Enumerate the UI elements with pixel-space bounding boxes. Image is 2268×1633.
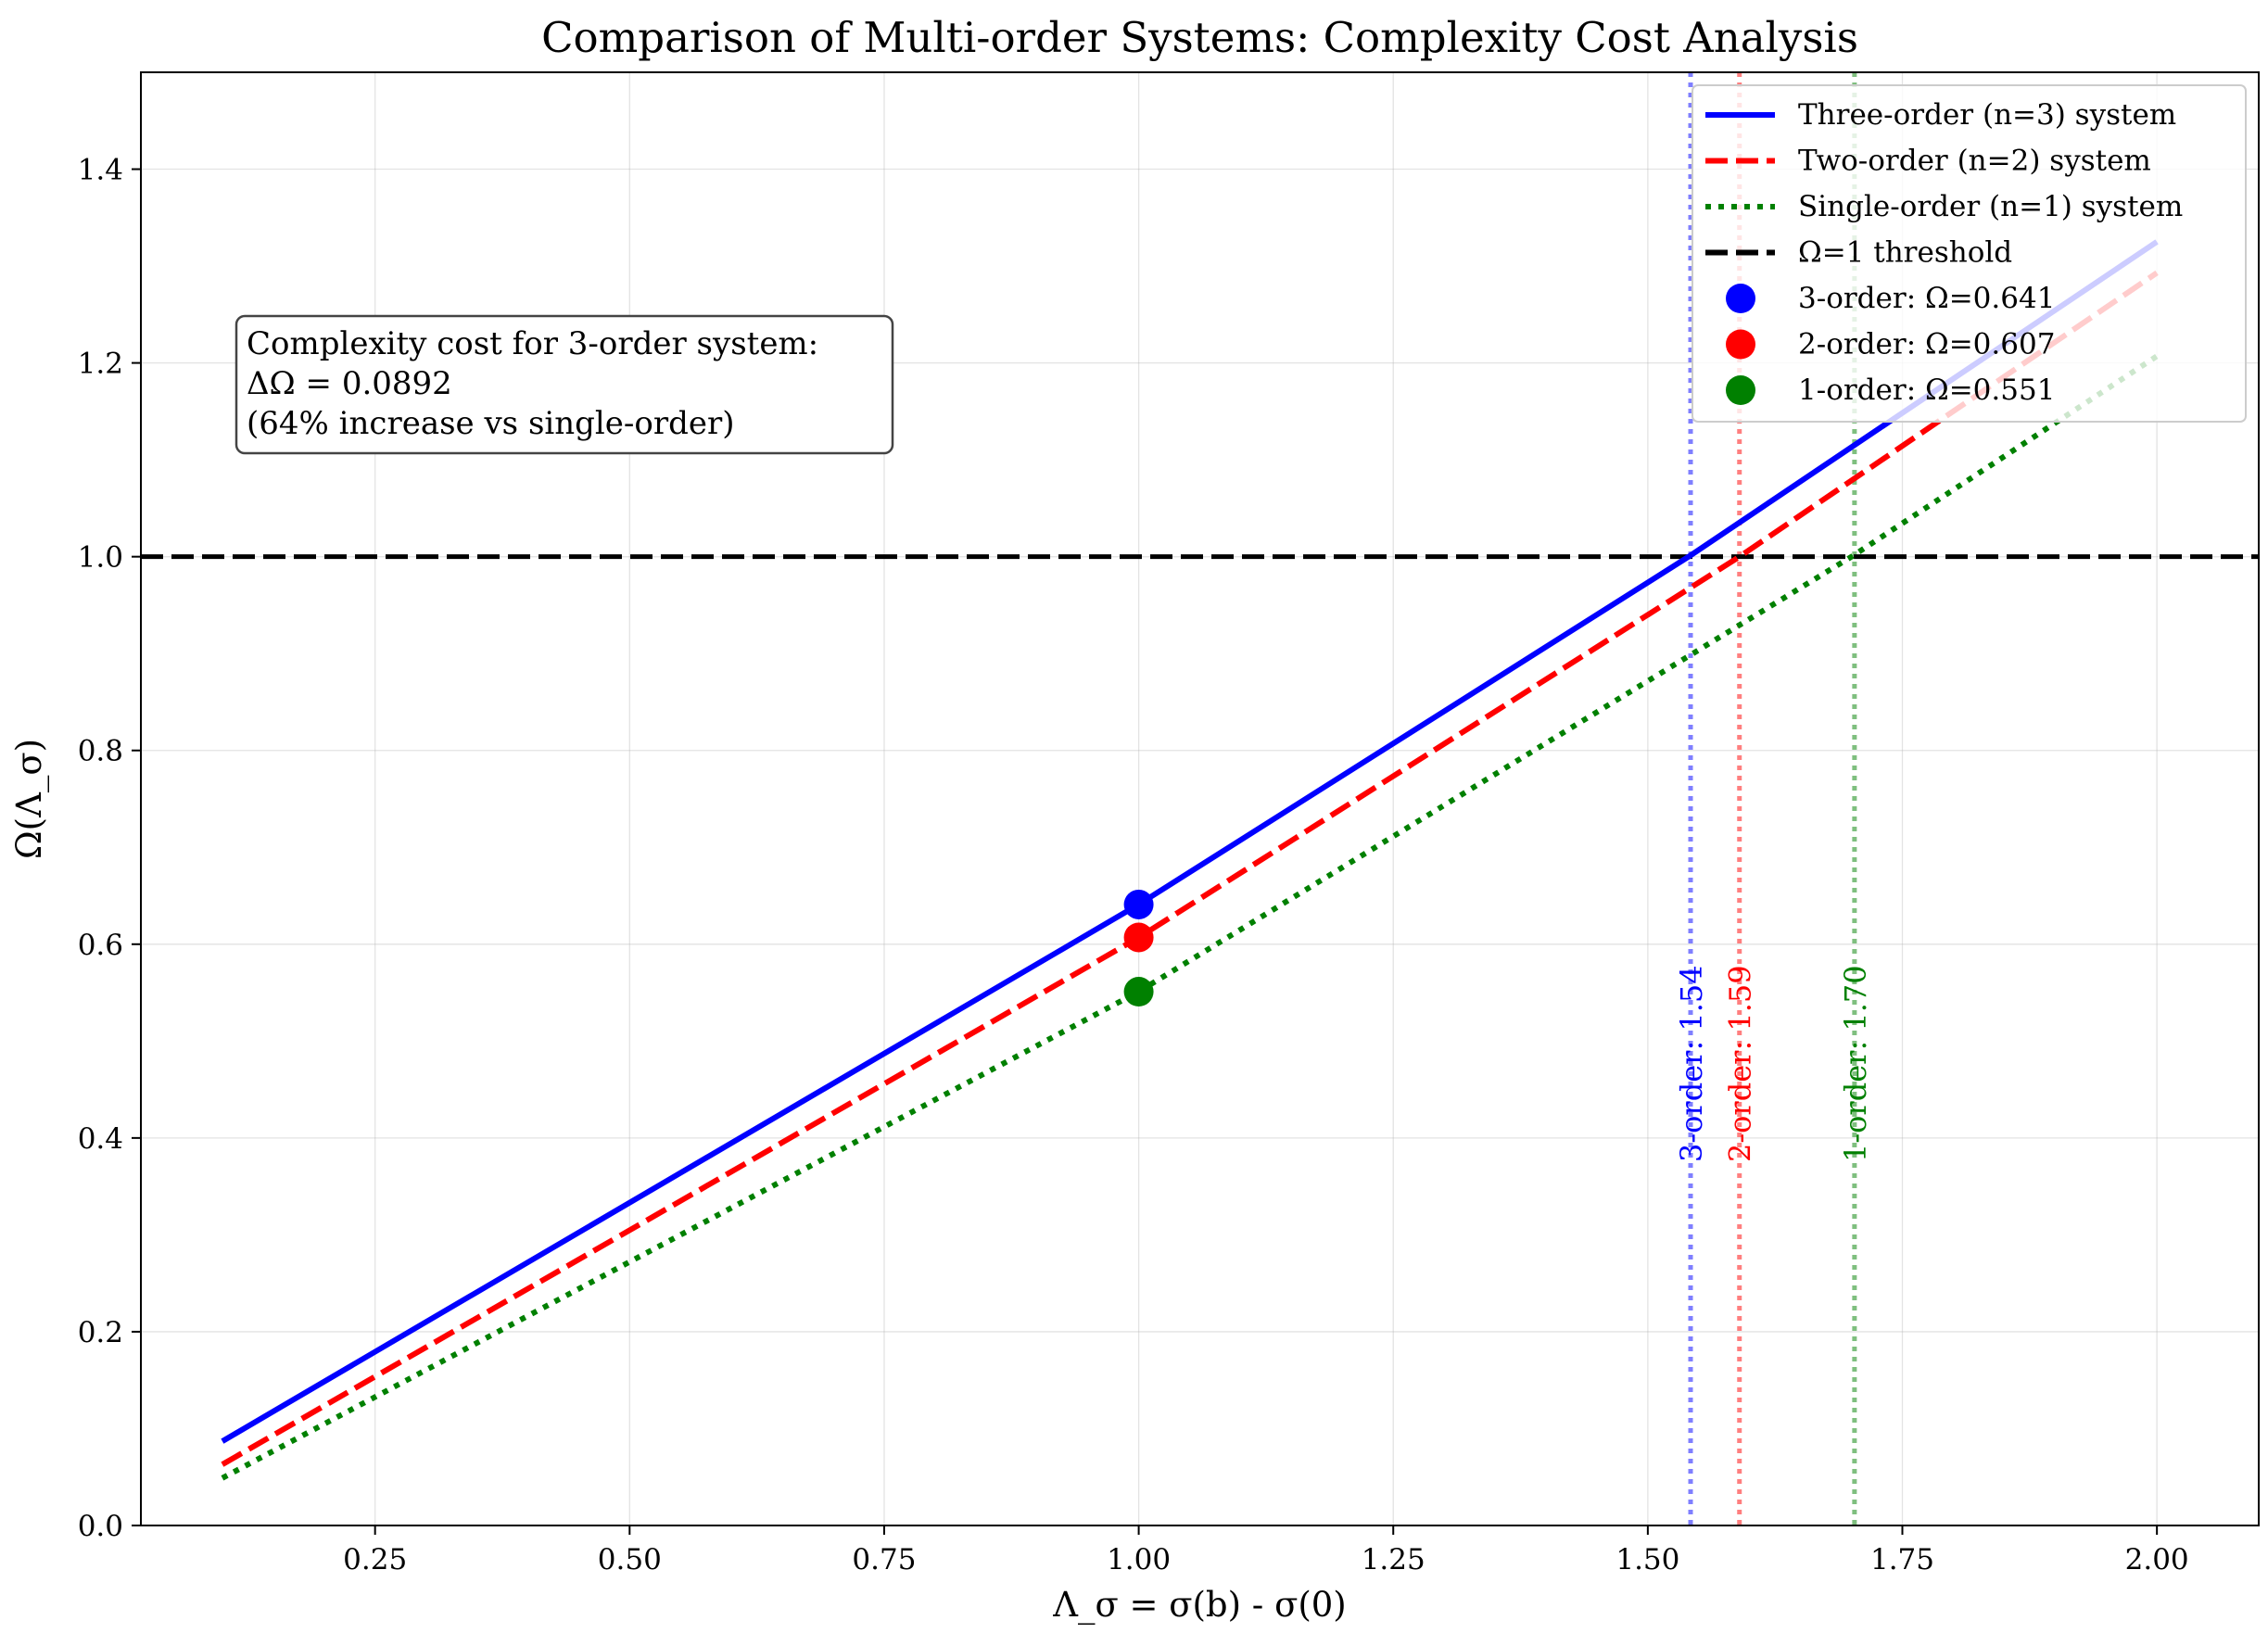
y-tick-label: 0.4 xyxy=(78,1122,123,1156)
x-tick-label: 1.25 xyxy=(1362,1543,1425,1576)
plot-frame xyxy=(140,71,2260,1526)
annotation-line-1: Complexity cost for 3-order system: xyxy=(247,325,818,362)
y-tick-label: 1.4 xyxy=(78,154,123,187)
legend-label: Single-order (n=1) system xyxy=(1798,190,2183,223)
data-marker xyxy=(1123,977,1154,1007)
x-axis-label: Λ_σ = σ(b) - σ(0) xyxy=(1052,1585,1347,1626)
x-tick-label: 2.00 xyxy=(2125,1543,2189,1576)
legend-swatch xyxy=(1726,284,1755,313)
markers xyxy=(1123,889,1154,1007)
annotation-frame xyxy=(234,314,894,455)
data-marker xyxy=(1123,922,1154,953)
annotation-line-2: ΔΩ = 0.0892 xyxy=(247,365,452,402)
chart-title: Comparison of Multi-order Systems: Compl… xyxy=(541,13,1858,62)
crossing-labels: 3-order: 1.54 2-order: 1.59 1-order: 1.70 xyxy=(1674,965,1873,1162)
x-tick-label: 1.00 xyxy=(1107,1543,1171,1576)
legend-swatch xyxy=(1726,375,1755,405)
legend-label: Ω=1 threshold xyxy=(1798,236,2012,270)
crossing-label: 1-order: 1.70 xyxy=(1838,965,1873,1162)
series-line xyxy=(221,353,2159,1481)
y-tick-label: 0.2 xyxy=(78,1316,123,1349)
y-tick-label: 1.0 xyxy=(78,541,123,575)
annotation-box: Complexity cost for 3-order system: ΔΩ =… xyxy=(234,314,894,455)
x-tick-label: 1.75 xyxy=(1870,1543,1934,1576)
legend-label: 3-order: Ω=0.641 xyxy=(1798,282,2055,315)
crossing-lines xyxy=(1688,72,1857,1525)
legend-label: Three-order (n=3) system xyxy=(1798,98,2176,132)
legend-label: 1-order: Ω=0.551 xyxy=(1798,373,2055,407)
legend-swatch xyxy=(1726,329,1755,360)
y-axis-label: Ω(Λ_σ) xyxy=(9,739,50,859)
data-marker xyxy=(1123,889,1154,919)
y-tick-label: 0.6 xyxy=(78,929,123,962)
crossing-label: 2-order: 1.59 xyxy=(1723,965,1758,1162)
legend: Three-order (n=3) system Two-order (n=2) … xyxy=(1691,84,2247,423)
x-tick-label: 0.25 xyxy=(343,1543,407,1576)
crossing-label: 3-order: 1.54 xyxy=(1674,965,1709,1162)
legend-frame xyxy=(1691,84,2247,423)
y-tick-label: 0.0 xyxy=(78,1510,123,1543)
x-tick-label: 0.75 xyxy=(852,1543,916,1576)
legend-label: Two-order (n=2) system xyxy=(1798,145,2151,178)
y-tick-label: 0.8 xyxy=(78,735,123,768)
x-tick-label: 0.50 xyxy=(598,1543,662,1576)
axis-ticks: 0.25 0.50 0.75 1.00 1.25 1.50 1.75 2.00 0.0 0.2 0.… xyxy=(78,154,2189,1576)
legend-label: 2-order: Ω=0.607 xyxy=(1798,328,2055,361)
annotation-line-3: (64% increase vs single-order) xyxy=(247,405,735,442)
y-tick-label: 1.2 xyxy=(78,348,123,381)
x-tick-label: 1.50 xyxy=(1615,1543,1679,1576)
